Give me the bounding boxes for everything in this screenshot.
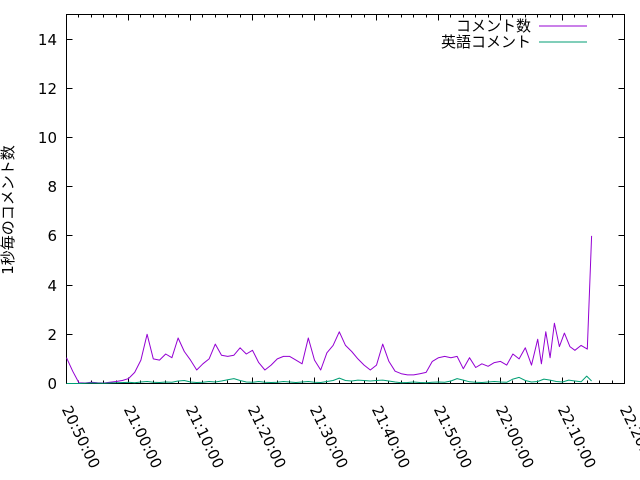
- y-tick-label: 10: [38, 129, 57, 147]
- english-comments-line: [66, 375, 592, 384]
- x-tick-label: 21:10:00: [182, 403, 228, 471]
- x-tick-label: 21:00:00: [120, 403, 166, 471]
- x-axis-ticks: [66, 14, 625, 384]
- x-tick-label: 21:50:00: [430, 403, 476, 471]
- x-axis-tick-labels: 20:50:00 21:00:00 21:10:00 21:20:00 21:30:00…: [58, 403, 640, 471]
- y-tick-label: 2: [47, 326, 57, 344]
- x-tick-label: 21:40:00: [368, 403, 414, 471]
- legend-label-english-comments: 英語コメント: [441, 33, 531, 51]
- x-tick-label: 22:20:00: [616, 403, 640, 471]
- x-tick-label: 21:20:00: [244, 403, 290, 471]
- y-tick-label: 0: [47, 375, 57, 393]
- y-tick-label: 8: [47, 178, 57, 196]
- y-tick-label: 6: [47, 227, 57, 245]
- x-tick-label: 20:50:00: [58, 403, 104, 471]
- y-axis-label: 1秒毎のコメント数: [0, 145, 17, 275]
- comments-line: [66, 235, 593, 384]
- y-tick-label: 4: [47, 277, 57, 295]
- y-tick-label: 12: [38, 80, 57, 98]
- x-tick-label: 21:30:00: [306, 403, 352, 471]
- x-tick-label: 22:00:00: [492, 403, 538, 471]
- data-series: [66, 235, 593, 384]
- plot-border: [66, 14, 625, 384]
- legend-label-comments: コメント数: [456, 17, 531, 35]
- x-tick-label: 22:10:00: [554, 403, 600, 471]
- y-axis-ticks: [66, 39, 625, 384]
- legend: コメント数 英語コメント: [441, 17, 587, 51]
- y-tick-label: 14: [38, 31, 57, 49]
- y-axis-tick-labels: 0 2 4 6 8 10 12 14: [38, 31, 57, 393]
